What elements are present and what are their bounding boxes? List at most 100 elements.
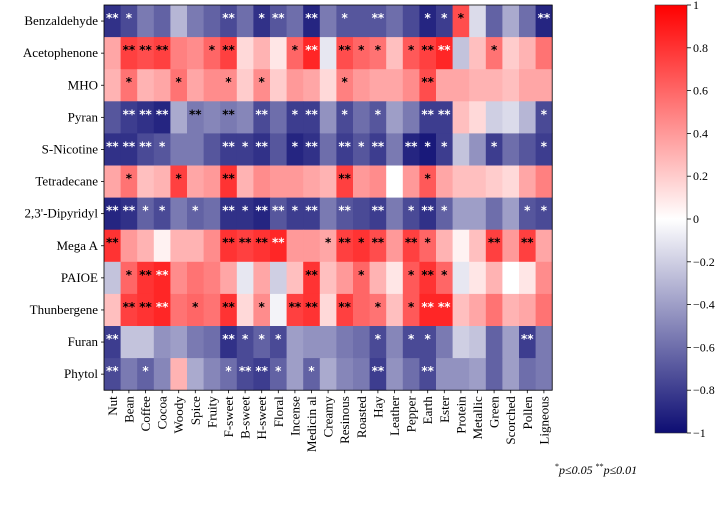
heatmap-cell [137,37,155,70]
heatmap-cell [535,133,553,166]
heatmap-cell [452,358,470,391]
column-label: Nut [105,396,120,416]
heatmap-cell [253,293,271,327]
significance-mark: * [375,332,382,346]
row-label: MHO [68,77,98,92]
heatmap-cell [419,197,437,231]
heatmap-cell [203,326,221,359]
heatmap-cell [402,133,420,166]
heatmap-cell [519,358,536,391]
heatmap-cell [120,69,138,102]
significance-mark: ** [338,300,351,314]
heatmap-cell [535,69,553,102]
significance-mark: * [126,268,133,282]
heatmap-cell [502,197,520,231]
heatmap-cell [270,133,287,166]
heatmap-cell [485,261,503,295]
colorbar-tick-label: 0.4 [693,126,708,140]
significance-mark: ** [156,300,169,314]
column-label: Pepper [404,396,419,433]
significance-mark: * [541,107,548,121]
heatmap-cell [452,229,470,263]
heatmap-cell [286,37,304,70]
significance-mark: * [159,139,166,153]
significance-mark: * [441,268,448,282]
row-label: Furan [68,334,99,349]
significance-mark: ** [255,236,268,250]
heatmap-cell [369,165,387,198]
heatmap-cell [436,5,453,38]
significance-mark: * [358,268,365,282]
colorbar-tick-label: 0.2 [693,169,708,183]
significance-mark: ** [421,268,434,282]
heatmap-cells: ** * ** * ** ** * ** * * * **** ** ** * ** * ** ** * * * ** ** *… [103,4,553,391]
significance-mark: ** [405,236,418,250]
significance-mark: ** [338,172,351,186]
heatmap-cell [519,101,536,134]
heatmap-cell [187,358,204,391]
heatmap-cell [469,69,487,102]
heatmap-cell [303,261,321,295]
heatmap-cell [203,165,221,198]
heatmap-cell [436,37,453,70]
significance-mark: ** [338,204,351,218]
heatmap-cell [436,69,453,102]
heatmap-cell [286,5,304,38]
heatmap-cell [286,101,304,134]
heatmap-cell [519,326,536,359]
heatmap-cell [485,197,503,231]
heatmap-cell [419,133,437,166]
heatmap-cell [452,37,470,70]
significance-mark: * [209,43,216,57]
heatmap-cell [535,197,553,231]
heatmap-cell [170,37,188,70]
heatmap-cell [402,5,420,38]
heatmap-cell [386,69,404,102]
row-label: Benzaldehyde [24,13,98,28]
column-label: Cocoa [155,396,170,429]
significance-mark: * [342,11,349,25]
significance-mark: ** [438,107,451,121]
heatmap-cell [253,133,271,166]
heatmap-cell [436,133,453,166]
heatmap-cell [104,229,121,263]
heatmap-cell [336,5,354,38]
heatmap-cell [386,229,404,263]
heatmap-cell [203,37,221,70]
significance-mark: ** [305,43,318,57]
heatmap-cell [519,69,536,102]
significance-mark: ** [106,236,119,250]
heatmap-cell [236,326,254,359]
significance-mark: * [541,204,548,218]
heatmap-cell [436,165,453,198]
significance-mark: ** [222,236,235,250]
column-label: Resinous [337,396,352,444]
significance-mark: ** [338,43,351,57]
significance-mark: ** [305,204,318,218]
heatmap-cell [485,101,503,134]
significance-mark: * [292,43,299,57]
heatmap-cell [402,165,420,198]
heatmap-cell [270,293,287,327]
row-labels: Benzaldehyde Acetophenone MHO Pyran S-Nicoti… [23,13,104,381]
heatmap-cell [436,261,453,295]
heatmap-cell [270,165,287,198]
heatmap-cell [137,197,155,231]
heatmap-cell [187,165,204,198]
column-label: Roasted [354,396,369,438]
heatmap-cell [286,358,304,391]
significance-mark: * [358,139,365,153]
column-label: Ester [437,396,452,423]
heatmap-cell [485,69,503,102]
heatmap-cell [469,37,487,70]
heatmap-cell [519,37,536,70]
significance-mark: ** [139,300,152,314]
heatmap-cell [353,326,370,359]
heatmap-cell [436,197,453,231]
heatmap-cell [153,165,171,198]
heatmap-cell [469,165,487,198]
heatmap-cell [436,229,453,263]
heatmap-cell [104,37,121,70]
significance-mark: * [142,204,149,218]
heatmap-cell [286,165,304,198]
